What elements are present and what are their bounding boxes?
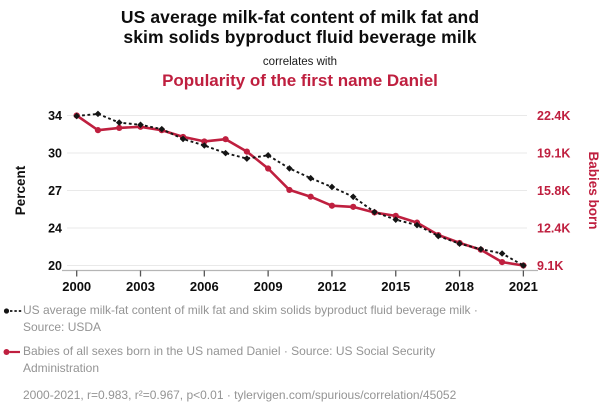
right-axis-tick-label: 19.1K (537, 147, 570, 161)
correlates-with-label: correlates with (262, 56, 338, 68)
daniel-data-point (94, 127, 102, 134)
daniel-data-point (499, 259, 506, 266)
dotted-line-diamond-icon (3, 308, 22, 314)
milk-fat-data-point (498, 250, 506, 257)
x-axis-tick-label: 2006 (190, 279, 219, 294)
daniel-data-point (350, 203, 357, 210)
legend-label-milk-fat: US average milk-fat content of milk fat … (23, 303, 478, 334)
title-line-2: skim solids byproduct fluid beverage mil… (123, 27, 477, 47)
daniel-data-point (286, 186, 293, 194)
solid-line-dot-icon (3, 349, 20, 355)
daniel-data-point (222, 136, 229, 143)
secondary-title: Popularity of the first name Daniel (162, 71, 438, 90)
left-axis-tick-label: 30 (48, 147, 62, 161)
milk-fat-data-point (328, 183, 336, 191)
legend-item-daniel: Babies of all sexes born in the US named… (3, 343, 593, 377)
right-axis-tick-label: 9.1K (537, 259, 563, 273)
daniel-data-point (265, 165, 272, 172)
daniel-data-point (328, 202, 336, 209)
daniel-data-point (392, 212, 399, 219)
left-axis-tick-label: 27 (48, 184, 62, 198)
legend-label-daniel: Babies of all sexes born in the US named… (23, 344, 436, 375)
daniel-data-point (307, 193, 314, 200)
right-axis-title: Babies born (586, 151, 600, 229)
left-axis-title: Percent (13, 165, 28, 215)
milk-fat-data-point (243, 155, 251, 162)
legend: US average milk-fat content of milk fat … (3, 302, 593, 404)
milk-fat-series-line (76, 112, 524, 267)
milk-fat-data-point (349, 193, 357, 201)
milk-fat-data-point (115, 119, 123, 126)
x-axis-tick-label: 2003 (126, 279, 155, 294)
milk-fat-data-point (94, 110, 102, 118)
legend-item-milk-fat: US average milk-fat content of milk fat … (3, 302, 593, 336)
daniel-data-point (116, 124, 123, 132)
milk-fat-data-point (222, 149, 229, 157)
left-axis-tick-label: 24 (48, 222, 62, 236)
right-axis-tick-label: 22.4K (537, 109, 570, 123)
x-axis-tick-label: 2021 (509, 279, 538, 294)
stats-footer: 2000-2021, r=0.983, r²=0.967, p<0.01 · t… (23, 388, 457, 402)
x-axis-tick-label: 2000 (62, 279, 91, 294)
daniel-data-point (243, 148, 250, 155)
x-axis-tick-label: 2018 (445, 279, 474, 294)
milk-fat-data-point (392, 216, 400, 223)
milk-fat-data-point (73, 112, 80, 120)
chart-svg: 34 22.4K 30 19.1K 27 15.8K 24 12.4K 20 9.1K 2000 20… (13, 109, 600, 294)
milk-fat-data-point (137, 121, 144, 129)
daniel-data-point (201, 138, 208, 145)
left-axis-tick-label: 34 (48, 109, 62, 123)
milk-fat-data-point (286, 165, 293, 172)
right-axis-tick-label: 12.4K (537, 222, 570, 236)
right-axis-tick-label: 15.8K (537, 184, 570, 198)
x-axis-tick-label: 2015 (381, 279, 410, 294)
milk-fat-data-point (434, 232, 442, 240)
milk-fat-data-point (456, 240, 463, 247)
x-axis-tick-label: 2009 (254, 279, 283, 294)
milk-fat-data-point (179, 135, 187, 143)
page-title: US average milk-fat content of milk fat … (0, 7, 600, 47)
title-line-1: US average milk-fat content of milk fat … (120, 7, 480, 27)
milk-fat-data-point (307, 174, 314, 182)
x-axis-tick-label: 2012 (317, 279, 346, 294)
milk-fat-data-point (477, 245, 485, 253)
milk-fat-data-point (520, 262, 527, 269)
milk-fat-data-point (201, 142, 208, 149)
left-axis-tick-label: 20 (48, 259, 62, 273)
